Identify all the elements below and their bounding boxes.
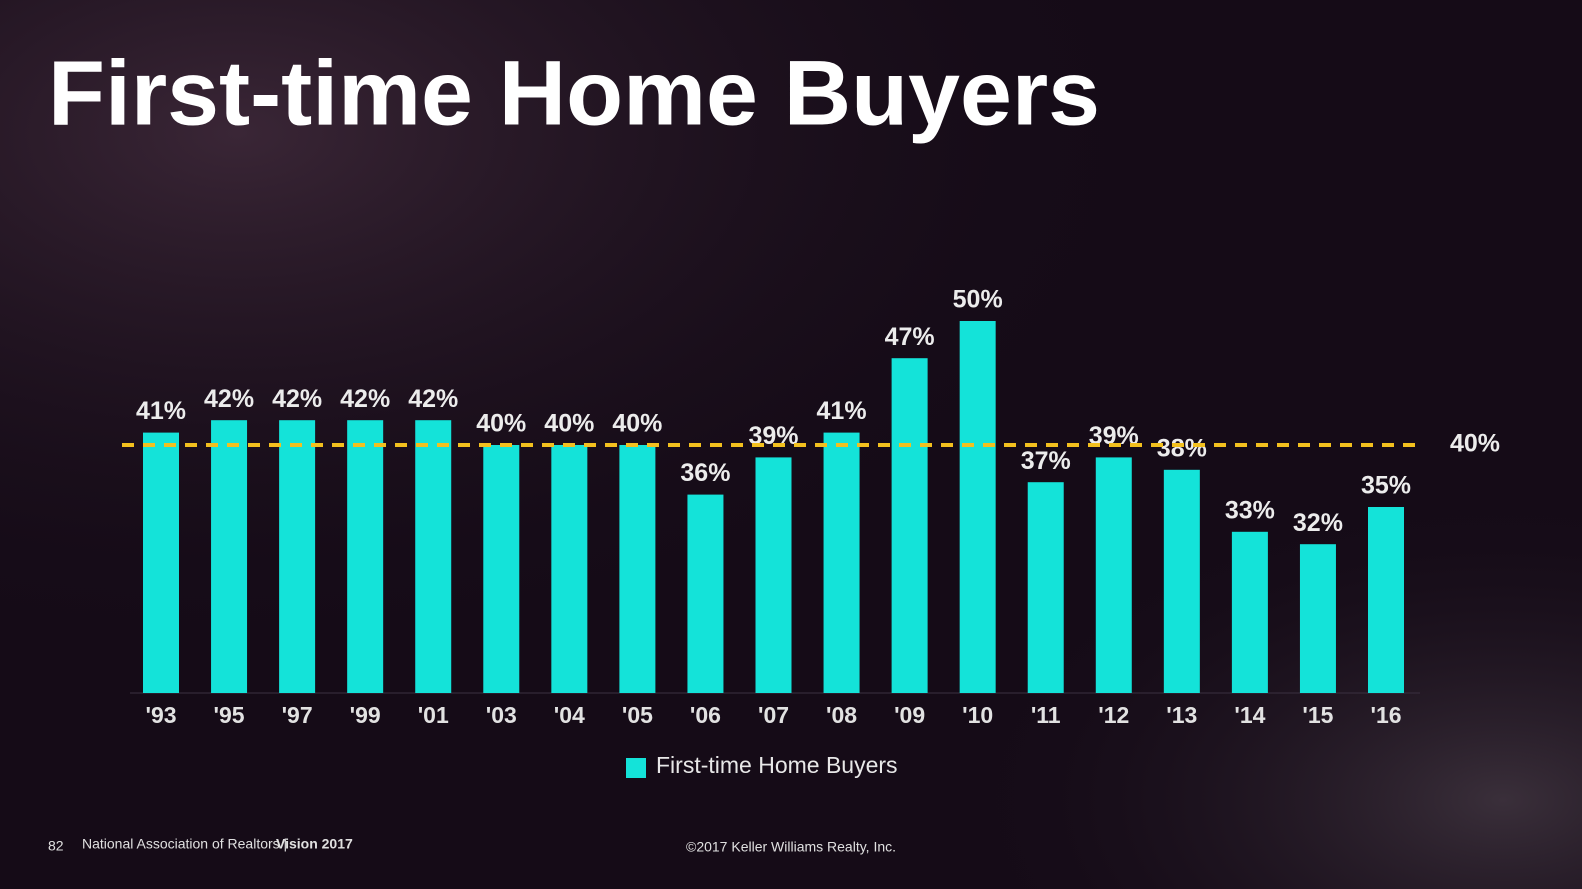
x-tick-label: '95 <box>214 702 245 728</box>
x-tick-label: '03 <box>486 702 517 728</box>
bar <box>755 457 792 693</box>
bar <box>687 494 724 693</box>
copyright: ©2017 Keller Williams Realty, Inc. <box>686 839 896 855</box>
bar <box>959 321 996 693</box>
x-tick-label: '16 <box>1370 702 1401 728</box>
bar <box>483 445 520 693</box>
x-tick-label: '10 <box>962 702 993 728</box>
value-label: 37% <box>1021 447 1071 475</box>
chart-title: First-time Home Buyers <box>48 42 1100 144</box>
bar <box>1231 531 1268 693</box>
x-tick-label: '13 <box>1166 702 1197 728</box>
value-label: 42% <box>408 385 458 413</box>
x-tick-label: '93 <box>145 702 176 728</box>
x-tick-label: '01 <box>418 702 449 728</box>
legend-label: First-time Home Buyers <box>656 752 898 778</box>
value-label: 42% <box>272 385 322 413</box>
value-label: 36% <box>680 459 730 487</box>
footer-event: Vision 2017 <box>276 836 353 852</box>
value-label: 40% <box>476 410 526 438</box>
page-number: 82 <box>48 838 64 854</box>
x-tick-label: '11 <box>1031 702 1061 728</box>
x-tick-label: '04 <box>554 702 585 728</box>
bar <box>1299 544 1336 693</box>
x-tick-label: '14 <box>1234 702 1265 728</box>
x-tick-label: '99 <box>350 702 381 728</box>
bar <box>551 445 588 693</box>
x-tick-label: '12 <box>1098 702 1129 728</box>
bar <box>347 420 384 693</box>
value-label: 32% <box>1293 509 1343 537</box>
value-label: 42% <box>204 385 254 413</box>
value-label: 38% <box>1157 434 1207 462</box>
bar <box>891 358 928 693</box>
bar <box>1027 482 1064 693</box>
bar <box>415 420 452 693</box>
value-label: 40% <box>544 410 594 438</box>
value-label: 33% <box>1225 496 1275 524</box>
bar <box>823 432 860 693</box>
value-label: 35% <box>1361 472 1411 500</box>
value-label: 40% <box>612 410 662 438</box>
x-tick-label: '08 <box>826 702 857 728</box>
bar <box>1368 507 1404 693</box>
value-label: 41% <box>817 397 867 425</box>
value-label: 42% <box>340 385 390 413</box>
bar <box>211 420 248 693</box>
bar <box>1095 457 1132 693</box>
reference-label: 40% <box>1450 430 1500 458</box>
bar <box>143 432 179 693</box>
bar <box>279 420 316 693</box>
bar <box>1163 469 1200 693</box>
bar <box>619 445 656 693</box>
x-tick-label: '07 <box>758 702 789 728</box>
x-tick-label: '09 <box>894 702 925 728</box>
x-tick-label: '05 <box>622 702 653 728</box>
footer-source: National Association of Realtors | <box>82 836 287 852</box>
x-tick-label: '15 <box>1302 702 1333 728</box>
x-tick-label: '06 <box>690 702 721 728</box>
value-label: 50% <box>953 286 1003 314</box>
value-label: 41% <box>136 397 186 425</box>
x-tick-label: '97 <box>282 702 313 728</box>
legend-swatch <box>626 758 646 778</box>
value-label: 47% <box>885 323 935 351</box>
